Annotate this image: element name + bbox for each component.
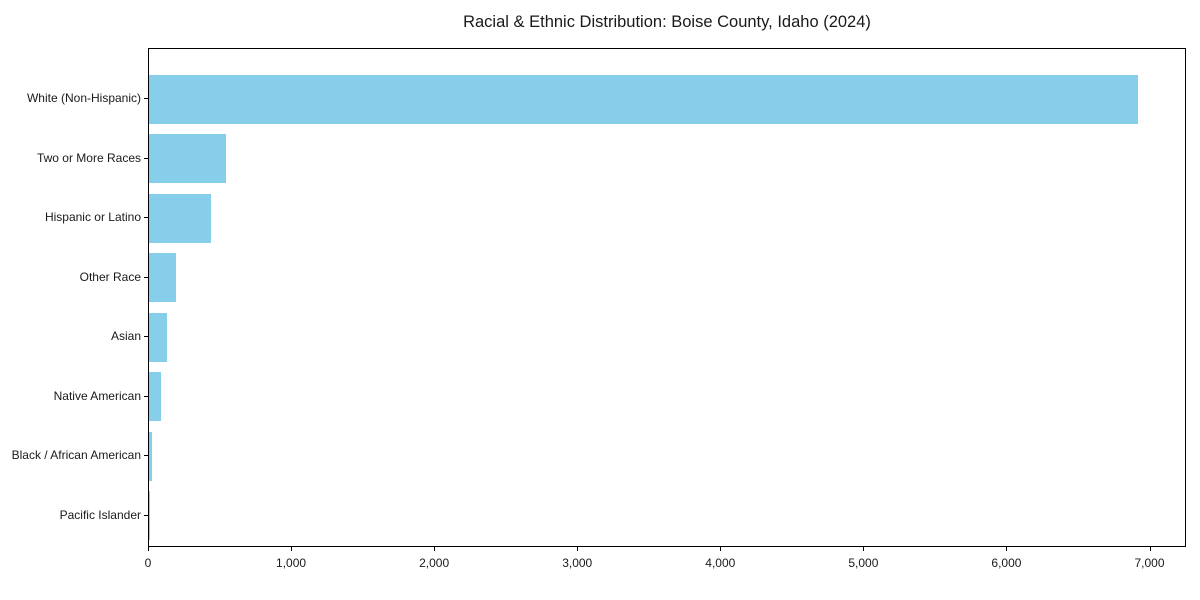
y-tick-label-two-or-more-races: Two or More Races <box>36 150 141 165</box>
x-tick-label-0: 0 <box>144 556 152 570</box>
y-tick-mark <box>144 157 148 159</box>
y-tick-label-hispanic-or-latino: Hispanic or Latino <box>44 210 141 225</box>
y-tick-label-pacific-islander: Pacific Islander <box>59 507 141 522</box>
x-tick-label-2000: 2,000 <box>419 556 450 570</box>
bar-other-race <box>149 253 177 303</box>
y-tick-mark <box>144 98 148 99</box>
x-tick-label-7000: 7,000 <box>1134 556 1165 570</box>
y-tick-label-asian: Asian <box>110 329 141 344</box>
bar-hispanic-or-latino <box>149 193 211 243</box>
x-tick-label-4000: 4,000 <box>705 556 736 570</box>
x-tick-label-6000: 6,000 <box>991 556 1022 570</box>
y-tick-label-other-race: Other Race <box>79 269 141 284</box>
x-tick-mark <box>291 547 293 551</box>
y-tick-label-black-african-american: Black / African American <box>11 448 141 463</box>
x-tick-mark <box>863 547 865 551</box>
bar-white-non-hispanic <box>149 74 1138 124</box>
x-tick-mark <box>148 547 149 551</box>
y-tick-mark <box>144 395 148 397</box>
y-tick-mark <box>144 217 148 219</box>
y-tick-mark <box>144 455 148 457</box>
x-tick-mark <box>434 547 436 551</box>
x-tick-mark <box>1006 547 1008 551</box>
bar-two-or-more-races <box>149 134 227 184</box>
x-tick-label-3000: 3,000 <box>562 556 593 570</box>
bar-black-african-american <box>149 431 152 481</box>
bar-native-american <box>149 372 162 422</box>
y-tick-label-native-american: Native American <box>53 388 141 403</box>
x-tick-mark <box>720 547 722 551</box>
plot-area <box>148 48 1186 547</box>
x-tick-mark <box>1149 547 1151 551</box>
y-tick-mark <box>144 514 148 516</box>
y-tick-label-white-non-hispanic: White (Non-Hispanic) <box>26 91 141 105</box>
y-tick-mark <box>144 336 148 338</box>
x-tick-label-1000: 1,000 <box>276 556 307 570</box>
x-tick-mark <box>577 547 579 551</box>
x-tick-label-5000: 5,000 <box>848 556 879 570</box>
chart-title: Racial & Ethnic Distribution: Boise Coun… <box>463 13 871 31</box>
bar-asian <box>149 312 167 362</box>
y-tick-mark <box>144 276 148 278</box>
